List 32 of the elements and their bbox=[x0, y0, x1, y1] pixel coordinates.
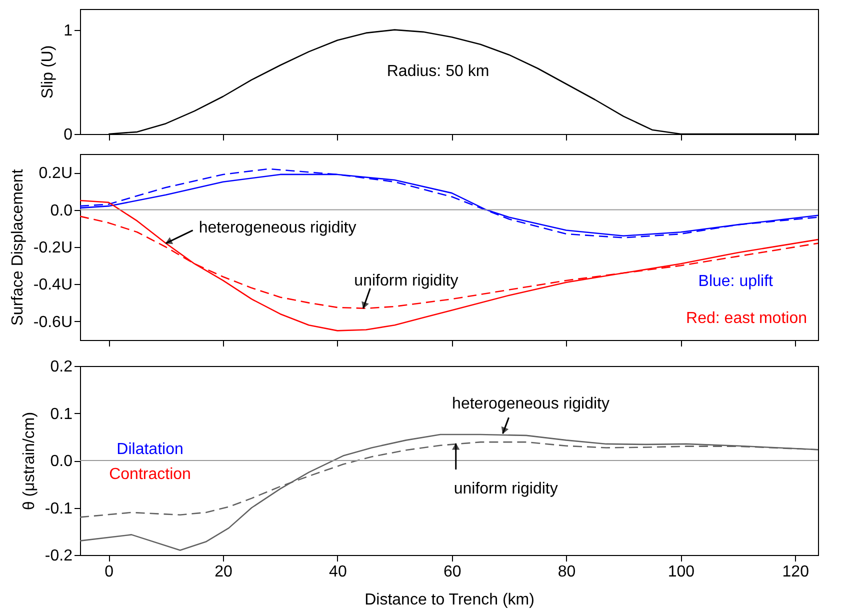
x-tick-label: 120 bbox=[782, 564, 810, 580]
x-tick-label: 80 bbox=[558, 564, 576, 580]
y-axis-title: Surface Displacement bbox=[9, 168, 26, 326]
annotation: uniform rigidity bbox=[454, 480, 558, 498]
y-tick-label: -0.6U bbox=[33, 314, 72, 331]
x-tick-label: 100 bbox=[668, 564, 695, 580]
x-tick-label: 0 bbox=[104, 564, 114, 580]
annotation: Dilatation bbox=[116, 441, 184, 458]
x-axis-title: Distance to Trench (km) bbox=[364, 592, 534, 608]
y-tick-label: 1 bbox=[64, 22, 73, 40]
x-tick-label: 60 bbox=[443, 564, 462, 580]
annotation: Radius: 50 km bbox=[386, 63, 490, 80]
y-tick-label: -0.2U bbox=[33, 240, 72, 256]
x-tick-label: 40 bbox=[329, 564, 347, 580]
y-tick-label: -0.1 bbox=[44, 500, 73, 518]
x-tick-label: 20 bbox=[214, 564, 233, 580]
y-tick-label: 0.0 bbox=[50, 453, 73, 470]
y-axis-title: Slip (U) bbox=[40, 45, 57, 99]
y-tick-label: 0.2U bbox=[38, 165, 72, 182]
y-tick-label: 0 bbox=[64, 126, 73, 144]
y-tick-label: 0.2 bbox=[50, 358, 73, 376]
y-tick-label: 0.1 bbox=[50, 406, 73, 423]
y-tick-label: 0.0 bbox=[50, 202, 73, 220]
annotation: Contraction bbox=[109, 466, 191, 483]
annotation: heterogeneous rigidity bbox=[452, 396, 610, 413]
annotation: Blue: uplift bbox=[698, 273, 774, 290]
y-tick-label: -0.4U bbox=[33, 276, 72, 294]
annotation: Red: east motion bbox=[686, 310, 807, 327]
y-tick-label: -0.2 bbox=[44, 548, 73, 564]
y-axis-title: θ (μstrain/cm) bbox=[20, 412, 38, 510]
annotation: heterogeneous rigidity bbox=[198, 219, 356, 236]
annotation: uniform rigidity bbox=[354, 272, 458, 290]
